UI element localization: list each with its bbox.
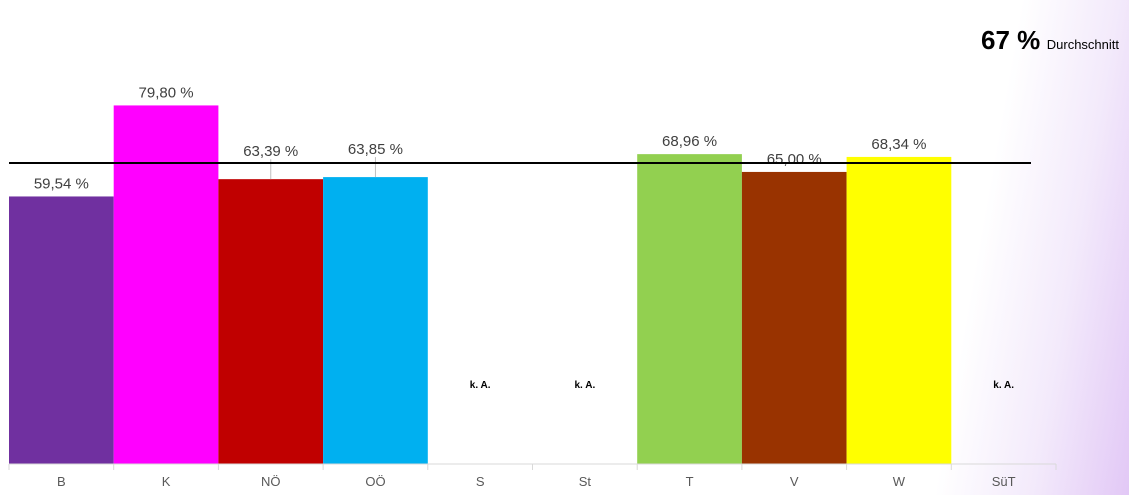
data-label-B: 59,54 % xyxy=(34,175,89,192)
bar-K xyxy=(113,105,219,464)
average-annotation: 67 % Durchschnitt xyxy=(981,25,1119,56)
data-label-NÖ: 63,39 % xyxy=(243,143,298,160)
bar-V xyxy=(741,171,847,464)
x-tick-label-B: B xyxy=(57,474,66,489)
data-label-W: 68,34 % xyxy=(871,136,926,153)
x-tick-label-T: T xyxy=(686,474,694,489)
data-label-V: 65,00 % xyxy=(767,151,822,168)
bar-OÖ xyxy=(323,177,428,465)
x-tick-label-OÖ: OÖ xyxy=(365,474,385,489)
x-tick-label-SüT: SüT xyxy=(992,474,1016,489)
bar-B xyxy=(9,196,114,465)
x-tick-label-St: St xyxy=(579,474,592,489)
bar-NÖ xyxy=(218,179,324,464)
bar-T xyxy=(637,154,742,464)
x-tick-label-W: W xyxy=(893,474,906,489)
data-label-T: 68,96 % xyxy=(662,133,717,150)
x-tick-label-NÖ: NÖ xyxy=(261,474,281,489)
average-label: Durchschnitt xyxy=(1046,37,1119,52)
data-label-OÖ: 63,85 % xyxy=(348,141,403,158)
x-tick-label-S: S xyxy=(476,474,485,489)
bar-W xyxy=(846,156,952,464)
average-value: 67 % xyxy=(981,25,1041,55)
no-data-label-S: k. A. xyxy=(470,380,491,391)
no-data-label-St: k. A. xyxy=(574,380,595,391)
x-tick-label-K: K xyxy=(162,474,171,489)
x-tick-label-V: V xyxy=(790,474,799,489)
no-data-label-SüT: k. A. xyxy=(993,380,1014,391)
data-label-K: 79,80 % xyxy=(139,84,194,101)
